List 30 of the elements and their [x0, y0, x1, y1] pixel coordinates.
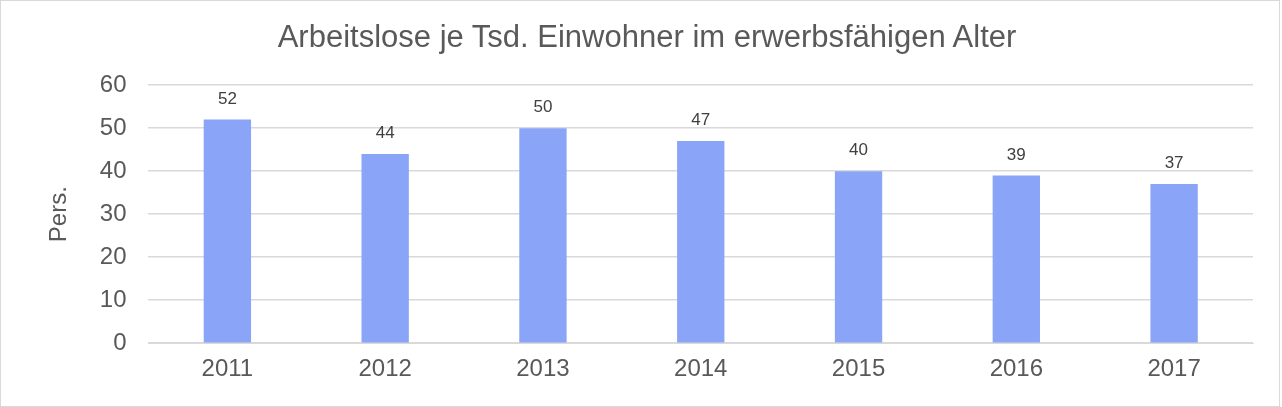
data-label: 40 — [849, 140, 868, 160]
data-label: 37 — [1164, 153, 1184, 173]
data-label: 39 — [1006, 144, 1026, 164]
bar — [203, 119, 252, 343]
x-tick-label: 2013 — [516, 354, 570, 382]
data-label: 52 — [217, 88, 237, 108]
y-tick-label: 60 — [99, 69, 127, 97]
bar — [677, 141, 725, 343]
x-tick-label: 2014 — [674, 354, 728, 382]
data-label: 47 — [691, 110, 711, 130]
y-tick-label: 40 — [99, 155, 127, 183]
y-tick-label: 30 — [99, 198, 127, 226]
x-tick-label: 2016 — [989, 354, 1044, 382]
bar — [1150, 184, 1198, 343]
data-label: 50 — [533, 97, 553, 117]
x-tick-label: 2011 — [201, 354, 254, 382]
bar — [992, 175, 1040, 343]
bar — [361, 154, 409, 343]
y-tick-label: 10 — [99, 284, 127, 312]
data-label: 44 — [375, 123, 395, 143]
x-tick-label: 2012 — [358, 354, 412, 382]
bar — [519, 128, 567, 343]
y-axis-title: Pers. — [44, 186, 72, 243]
x-tick-label: 2015 — [831, 354, 886, 382]
y-tick-label: 0 — [113, 327, 127, 355]
bar — [834, 171, 883, 343]
y-tick-label: 20 — [99, 241, 127, 269]
y-tick-label: 50 — [99, 112, 127, 140]
x-tick-label: 2017 — [1147, 354, 1201, 382]
chart-title: Arbeitslose je Tsd. Einwohner im erwerbsfähigen Alter — [277, 19, 1017, 55]
